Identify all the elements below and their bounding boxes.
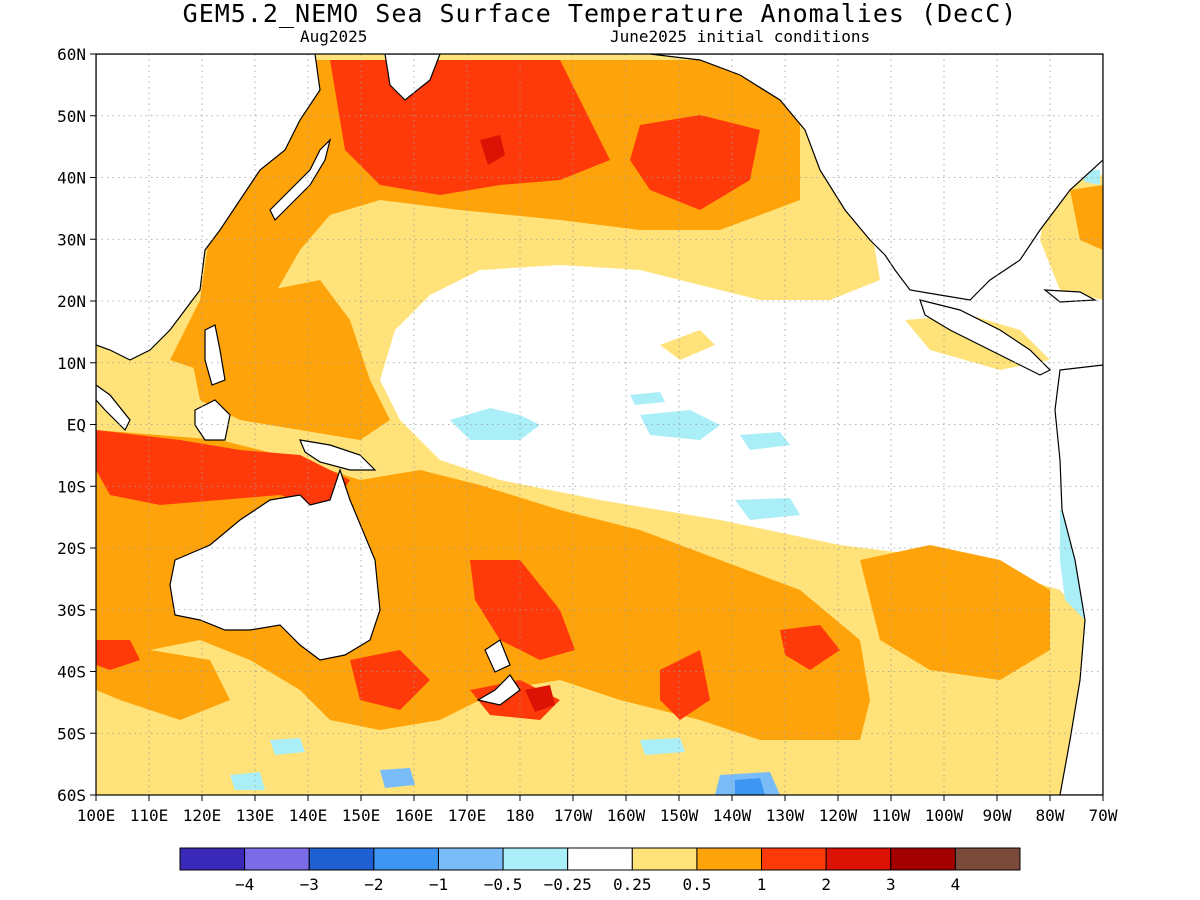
lon-tick-label: 130W	[766, 806, 805, 825]
forecast-month: Aug2025	[300, 27, 368, 46]
australia	[169, 468, 381, 661]
colorbar-label: 1	[757, 875, 767, 894]
lon-tick-label: 170E	[448, 806, 487, 825]
colorbar-label: 0.25	[613, 875, 652, 894]
lat-tick-label: 40S	[57, 663, 86, 682]
lon-tick-label: 160W	[607, 806, 646, 825]
colorbar-swatch	[308, 847, 375, 871]
initial-conditions: June2025 initial conditions	[610, 27, 871, 46]
colorbar-label: 0.5	[682, 875, 711, 894]
colorbar-swatch	[502, 847, 569, 871]
lon-tick-label: 110W	[872, 806, 911, 825]
lon-tick-label: 120E	[183, 806, 222, 825]
colorbar-label: 4	[951, 875, 961, 894]
lat-tick-label: 60N	[57, 45, 86, 64]
lat-tick-label: 20S	[57, 539, 86, 558]
lat-tick-label: 40N	[57, 169, 86, 188]
lon-tick-label: 110E	[130, 806, 169, 825]
longitude-ticks: 100E 110E 120E 130E 140E 150E 160E 170E 180 170W 1…	[77, 795, 1118, 825]
lat-tick-label: 30N	[57, 230, 86, 249]
map-title: GEM5.2_NEMO Sea Surface Temperature Anom…	[182, 0, 1018, 28]
sumatra	[96, 384, 131, 432]
lon-tick-label: 140E	[289, 806, 328, 825]
lon-tick-label: 140W	[713, 806, 752, 825]
lon-tick-label: 80W	[1036, 806, 1065, 825]
lon-tick-label: 150W	[660, 806, 699, 825]
colorbar-swatch	[761, 847, 827, 871]
lat-tick-label: 50S	[57, 724, 86, 743]
philippines	[204, 324, 226, 386]
colorbar-label: 3	[886, 875, 896, 894]
colorbar: −4 −3 −2 −1 −0.5 −0.25 0.25 0.5 1 2 3 4	[179, 847, 1021, 894]
lat-tick-label: EQ	[67, 416, 86, 435]
colorbar-label: −0.5	[484, 875, 523, 894]
cuba	[1043, 289, 1098, 303]
colorbar-swatch	[696, 847, 763, 871]
lon-tick-label: 180	[506, 806, 535, 825]
colorbar-swatch	[437, 847, 504, 871]
japan	[269, 138, 332, 222]
colorbar-label: 2	[821, 875, 831, 894]
lon-tick-label: 150E	[342, 806, 381, 825]
lat-tick-label: 20N	[57, 292, 86, 311]
lon-tick-label: 120W	[819, 806, 858, 825]
central-america	[919, 299, 1052, 376]
colorbar-swatch	[954, 847, 1021, 871]
lat-tick-label: 10N	[57, 354, 86, 373]
colorbar-label: −0.25	[544, 875, 592, 894]
colorbar-swatch	[567, 847, 633, 871]
lon-tick-label: 100E	[77, 806, 116, 825]
new-guinea	[299, 439, 377, 471]
lat-tick-label: 60S	[57, 786, 86, 805]
new-zealand	[476, 639, 521, 706]
colorbar-swatch	[179, 847, 246, 871]
lon-tick-label: 160E	[395, 806, 434, 825]
asia-mainland	[96, 54, 321, 361]
colorbar-swatch	[631, 847, 698, 871]
lon-tick-label: 100W	[925, 806, 964, 825]
north-america	[649, 54, 1103, 301]
lat-tick-label: 30S	[57, 601, 86, 620]
land-masses	[96, 54, 1103, 795]
colorbar-swatch	[373, 847, 439, 871]
south-america	[1054, 364, 1103, 795]
lat-tick-label: 10S	[57, 477, 86, 496]
colorbar-label: −3	[300, 875, 319, 894]
borneo	[194, 399, 231, 441]
colorbar-swatch	[244, 847, 310, 871]
lon-tick-label: 70W	[1089, 806, 1118, 825]
lon-tick-label: 170W	[554, 806, 593, 825]
latitude-ticks: 60N 50N 40N 30N 20N 10N EQ 10S 20S 30S 40S 50S 60S	[57, 45, 96, 805]
colorbar-swatch	[890, 847, 956, 871]
lat-tick-label: 50N	[57, 107, 86, 126]
colorbar-swatch	[825, 847, 892, 871]
colorbar-label: −1	[429, 875, 448, 894]
lon-tick-label: 90W	[983, 806, 1012, 825]
lon-tick-label: 130E	[236, 806, 275, 825]
kamchatka	[384, 54, 441, 101]
colorbar-label: −4	[235, 875, 254, 894]
colorbar-label: −2	[364, 875, 383, 894]
